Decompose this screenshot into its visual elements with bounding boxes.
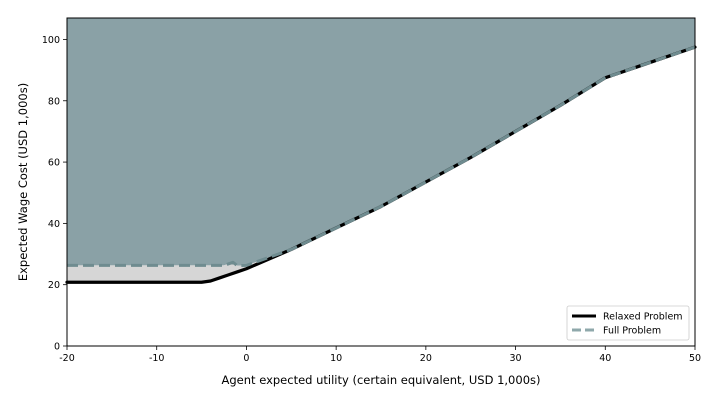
x-tick-label: 10 (330, 353, 342, 364)
x-tick-label: 30 (510, 353, 522, 364)
x-axis-label: Agent expected utility (certain equivale… (222, 373, 541, 387)
y-axis-label: Expected Wage Cost (USD 1,000s) (16, 83, 30, 281)
plot-frame (66, 17, 696, 347)
y-tick-label: 60 (48, 158, 60, 169)
legend: Relaxed Problem Full Problem (566, 305, 690, 341)
feasible-region-fill (67, 18, 695, 266)
y-tick-label: 20 (48, 280, 60, 291)
y-tick-label: 100 (42, 35, 60, 46)
x-tick-label: 0 (243, 353, 249, 364)
plot-area (65, 18, 697, 284)
x-tick-label: -10 (149, 353, 165, 364)
x-tick-label: 40 (599, 353, 611, 364)
x-tick-label: -20 (59, 353, 75, 364)
y-tick-label: 80 (48, 96, 60, 107)
legend-box (566, 305, 690, 341)
legend-label-full-problem: Full Problem (603, 326, 661, 337)
y-tick-label: 40 (48, 219, 60, 230)
y-axis-ticks: 0 20 40 60 80 100 (42, 35, 67, 353)
y-tick-label: 0 (54, 342, 60, 353)
x-tick-label: 20 (420, 353, 432, 364)
x-axis-ticks: -20 -10 0 10 20 30 40 50 (59, 346, 701, 364)
x-tick-label: 50 (689, 353, 701, 364)
legend-label-relaxed-problem: Relaxed Problem (603, 312, 683, 323)
